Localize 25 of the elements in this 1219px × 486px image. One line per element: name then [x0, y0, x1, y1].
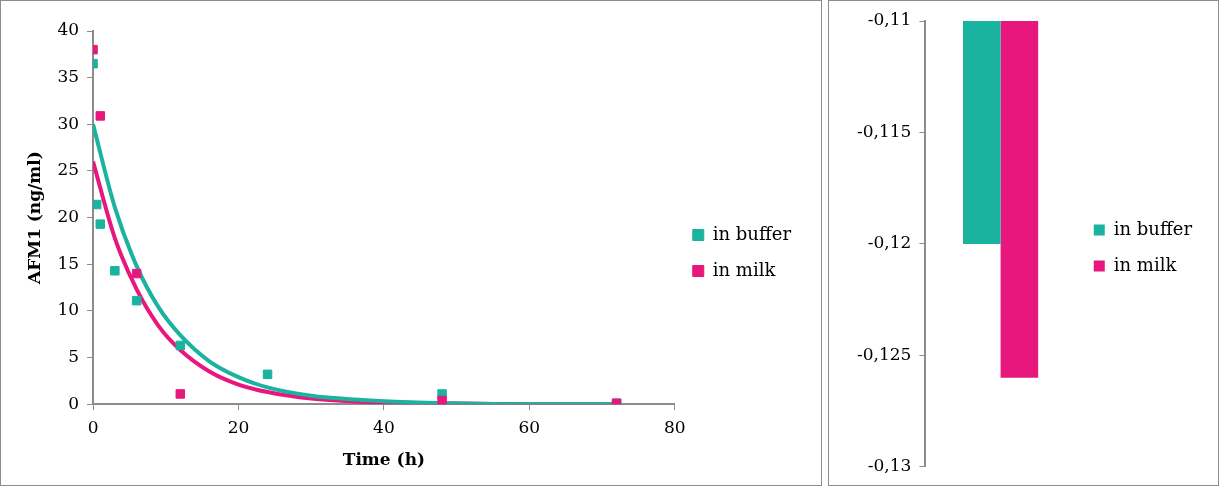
y-tick-label: 35 [57, 66, 80, 87]
legend-label: in milk [712, 258, 777, 280]
y-tick-label: 40 [57, 19, 80, 40]
y-tick-label: -0,125 [856, 343, 912, 364]
x-tick-label: 0 [87, 416, 99, 437]
legend-label: in milk [1113, 253, 1178, 275]
legend-label: in buffer [1113, 217, 1193, 239]
y-tick-label: -0,13 [867, 455, 912, 476]
y-tick-label: 5 [68, 345, 80, 366]
y-tick-label: 30 [57, 112, 80, 133]
y-tick-label: -0,115 [856, 120, 912, 141]
x-tick-label: 20 [227, 416, 250, 437]
y-tick-label: 0 [68, 392, 80, 413]
y-tick-label: -0,12 [867, 232, 912, 253]
x-tick-label: 80 [663, 416, 686, 437]
y-tick-label: 15 [57, 252, 80, 273]
x-tick-label: 60 [518, 416, 541, 437]
x-axis-title: Time (h) [342, 449, 426, 470]
y-tick-label: 20 [57, 206, 80, 227]
y-tick-label: -0,11 [867, 9, 912, 30]
y-tick-label: 25 [57, 159, 80, 180]
y-axis-title: AFM1 (ng/ml) [23, 151, 44, 286]
y-tick-label: 10 [57, 299, 80, 320]
legend-label: in buffer [712, 222, 792, 244]
x-tick-label: 40 [373, 416, 395, 437]
